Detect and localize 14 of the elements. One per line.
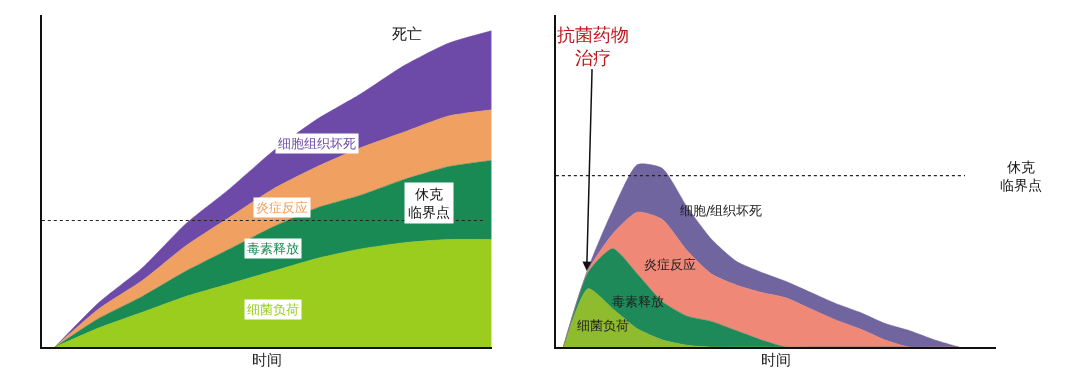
ref-line-label: 休克临界点 [1000, 159, 1042, 194]
series-label: 细胞/组织坏死 [680, 203, 763, 218]
text: 抗菌药物治疗 [557, 24, 629, 69]
x-axis-title: 时间 [252, 350, 283, 369]
ref-line-label: 休克临界点 [408, 186, 450, 221]
series-label: 毒素释放 [612, 294, 664, 309]
annotation: 死亡 [392, 25, 422, 43]
series-label: 细菌负荷 [247, 302, 299, 317]
series-label: 毒素释放 [247, 241, 299, 256]
series-label: 炎症反应 [644, 257, 696, 272]
series-label: 细胞组织坏死 [278, 136, 356, 151]
x-axis-title: 时间 [760, 350, 791, 369]
series-label: 炎症反应 [256, 200, 308, 215]
series-label: 细菌负荷 [577, 318, 629, 333]
